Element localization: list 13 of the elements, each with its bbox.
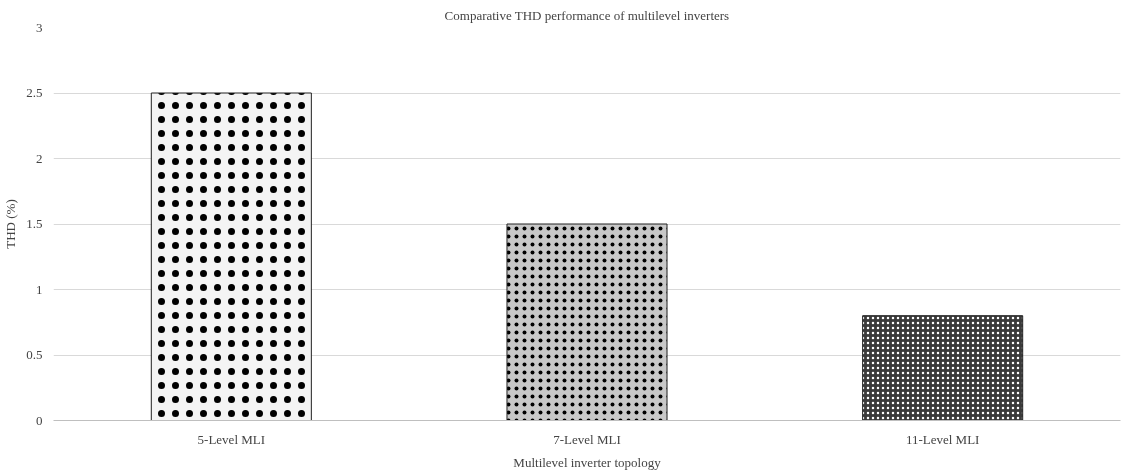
- x-axis-title: Multilevel inverter topology: [513, 454, 662, 470]
- x-tick-label: 11-Level MLI: [905, 431, 980, 447]
- y-tick-label: 3: [36, 19, 43, 35]
- y-tick-label: 0: [36, 412, 43, 428]
- chart-title: Comparative THD performance of multilevel inverters: [444, 7, 730, 23]
- y-tick-label: 0.5: [26, 347, 43, 362]
- y-tick-label: 2: [36, 150, 43, 166]
- y-axis-title: THD (%): [3, 199, 19, 249]
- x-tick-label: 7-Level MLI: [553, 431, 621, 447]
- y-tick-label: 1.5: [26, 216, 43, 231]
- x-tick-label: 5-Level MLI: [197, 431, 266, 447]
- y-tick-label: 1: [36, 281, 43, 297]
- y-tick-label: 2.5: [26, 85, 43, 100]
